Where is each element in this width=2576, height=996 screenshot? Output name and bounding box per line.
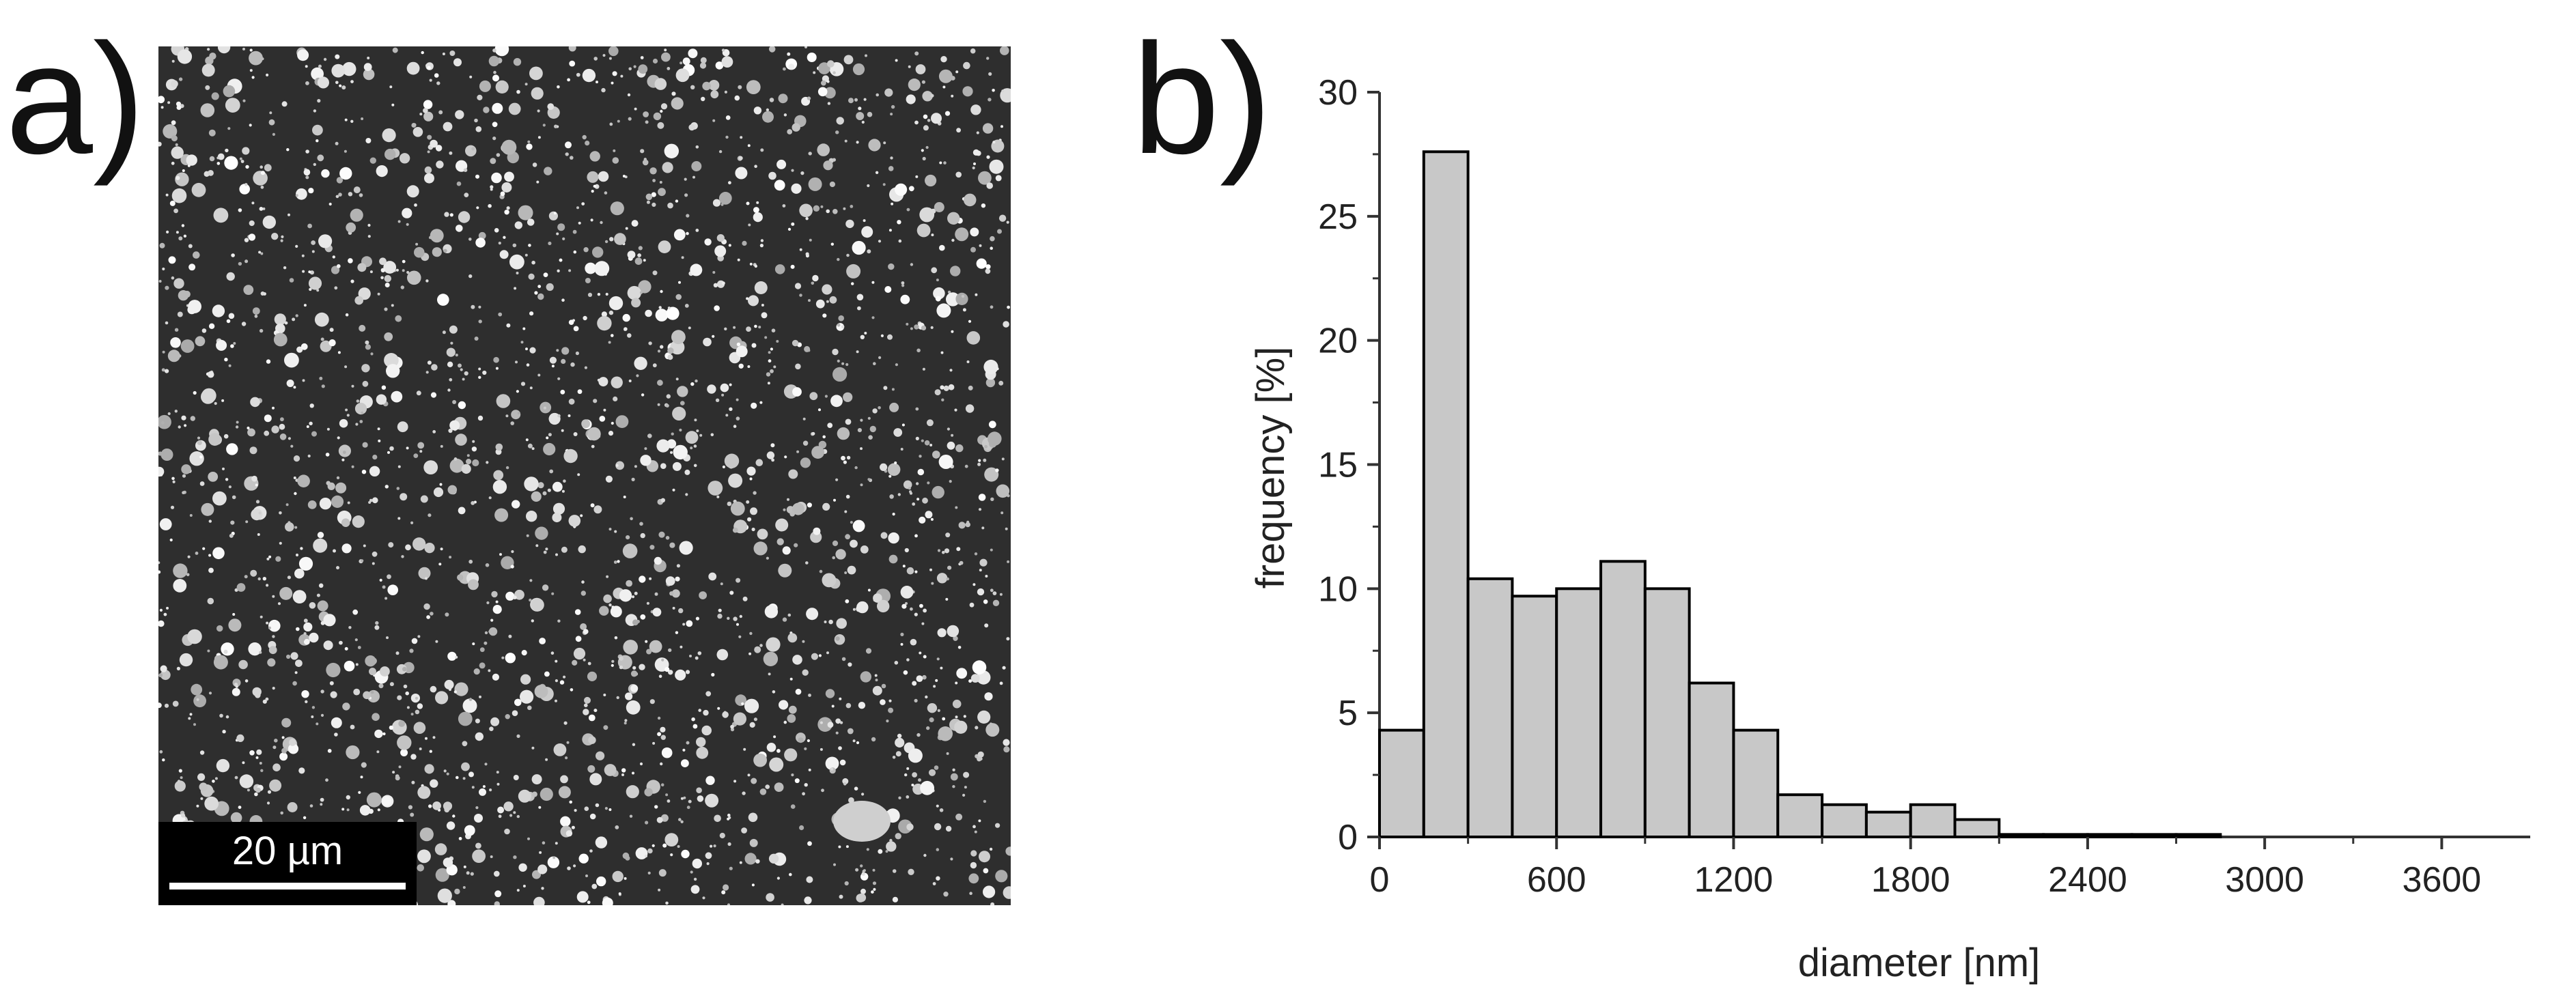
x-axis-ticks: 0 600 1200 1800 2400 3000 3600 — [1370, 837, 2482, 900]
histogram-bar-12 — [1909, 803, 1957, 839]
particle-field — [158, 46, 1011, 905]
micrograph-image: 20 µm — [158, 46, 1011, 905]
chart-bars — [1378, 150, 2222, 839]
y-tick-label: 15 — [1318, 446, 1358, 485]
histogram-bar-7 — [1688, 681, 1735, 838]
y-tick-label: 5 — [1338, 694, 1358, 733]
histogram-bar-18 — [2174, 833, 2222, 838]
histogram-bar-6 — [1643, 587, 1691, 838]
histogram-bar-17 — [2130, 833, 2178, 838]
histogram-bar-15 — [2042, 833, 2089, 838]
x-tick-label: 3000 — [2225, 860, 2304, 900]
histogram-bar-9 — [1776, 793, 1824, 838]
histogram-bar-10 — [1821, 803, 1868, 839]
x-tick-label: 0 — [1370, 860, 1390, 900]
y-tick-label: 20 — [1318, 322, 1358, 361]
scale-bar-box — [158, 822, 417, 905]
histogram-bar-8 — [1732, 728, 1780, 838]
y-tick-label: 0 — [1338, 818, 1358, 857]
x-tick-label: 3600 — [2403, 860, 2482, 900]
y-tick-label: 10 — [1318, 569, 1358, 609]
histogram-bar-3 — [1511, 595, 1558, 838]
x-axis-title: diameter [nm] — [1798, 941, 2041, 985]
y-axis-ticks: 0 5 10 15 20 25 30 — [1318, 73, 1380, 857]
histogram-bar-11 — [1864, 810, 1912, 838]
afm-micrograph: 20 µm — [158, 46, 1011, 905]
y-tick-label: 30 — [1318, 73, 1358, 113]
histogram-bar-0 — [1378, 728, 1425, 838]
y-tick-label: 25 — [1318, 197, 1358, 237]
panel-label-a: a) — [5, 11, 145, 186]
y-axis-title: frequency [%] — [1248, 347, 1293, 589]
scale-bar-label: 20 µm — [232, 829, 343, 873]
x-tick-label: 1800 — [1871, 860, 1950, 900]
x-tick-label: 600 — [1527, 860, 1586, 900]
histogram-bar-14 — [1998, 833, 2045, 838]
x-tick-label: 2400 — [2048, 860, 2127, 900]
histogram-bar-5 — [1599, 560, 1647, 839]
histogram-bar-16 — [2086, 833, 2133, 838]
x-tick-label: 1200 — [1694, 860, 1774, 900]
histogram-bar-4 — [1555, 587, 1603, 838]
histogram-bar-13 — [1953, 818, 2001, 839]
histogram-bar-2 — [1466, 577, 1514, 839]
histogram-bar-1 — [1422, 150, 1470, 838]
bright-particle-cluster — [833, 801, 891, 842]
panel-label-b: b) — [1132, 11, 1272, 186]
